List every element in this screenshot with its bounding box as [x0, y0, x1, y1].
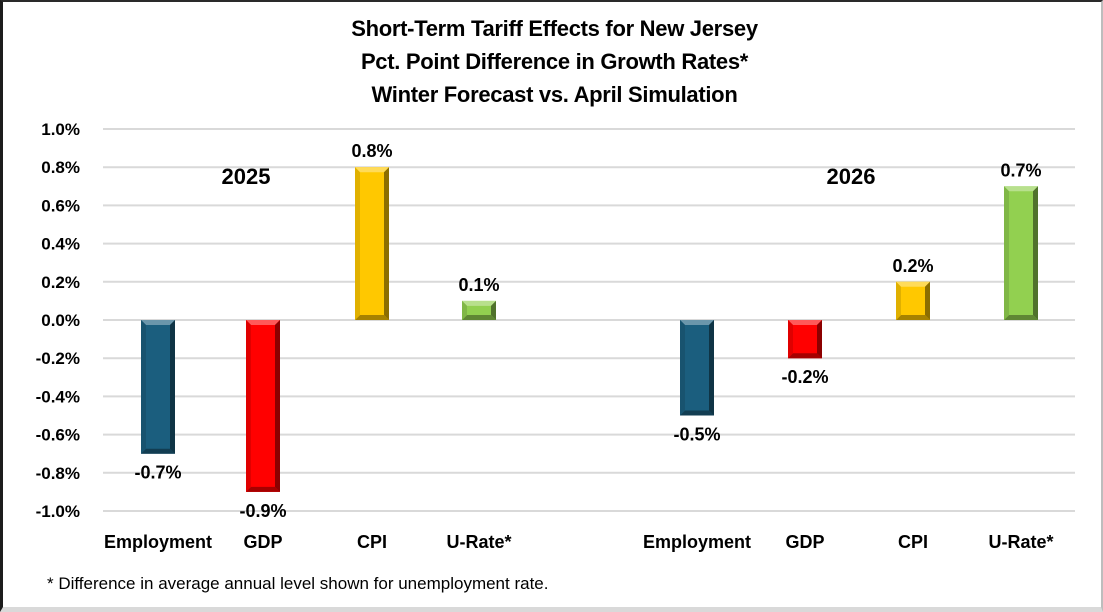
bar-2026-gdp	[788, 320, 822, 359]
y-tick-label: -0.4%	[36, 387, 80, 406]
bar-fill	[141, 320, 175, 454]
bar-bevel-right	[709, 320, 714, 416]
data-label: -0.2%	[781, 367, 828, 387]
bar-bevel-right	[925, 281, 930, 320]
bar-bevel-top	[246, 320, 280, 325]
bar-bevel-right	[1033, 186, 1038, 320]
bar-bevel-bottom	[141, 448, 175, 454]
bar-bevel-bottom	[896, 315, 930, 320]
bar-bevel-left	[896, 281, 901, 320]
bar-fill	[680, 320, 714, 416]
bar-bevel-right	[170, 320, 175, 454]
data-label: 0.2%	[892, 256, 933, 276]
y-tick-label: -1.0%	[36, 502, 80, 521]
bar-2025-employment	[141, 320, 175, 454]
bar-2025-urate	[462, 300, 496, 320]
bar-bevel-bottom	[246, 486, 280, 492]
bar-bevel-left	[246, 320, 251, 492]
bar-bevel-left	[141, 320, 146, 454]
bar-bevel-bottom	[1004, 315, 1038, 320]
x-category-label: CPI	[357, 532, 387, 552]
bar-fill	[1004, 186, 1038, 320]
bar-bevel-top	[462, 300, 496, 306]
y-tick-label: -0.2%	[36, 349, 80, 368]
bar-bevel-top	[680, 320, 714, 325]
x-category-label: GDP	[243, 532, 282, 552]
y-tick-label: 0.4%	[41, 235, 80, 254]
bar-2025-cpi	[355, 167, 389, 320]
bar-bevel-right	[491, 300, 496, 320]
bar-bevel-top	[896, 281, 930, 287]
chart-title: Short-Term Tariff Effects for New Jersey	[351, 16, 758, 41]
bar-bevel-right	[817, 320, 822, 359]
group-label-2025: 2025	[222, 164, 271, 189]
bar-2026-urate	[1004, 186, 1038, 320]
y-tick-label: 0.6%	[41, 196, 80, 215]
bar-bevel-bottom	[788, 353, 822, 359]
bar-bevel-bottom	[355, 315, 389, 320]
bar-bevel-right	[275, 320, 280, 492]
bar-bevel-left	[1004, 186, 1009, 320]
x-category-label: CPI	[898, 532, 928, 552]
bar-bevel-left	[788, 320, 793, 359]
bar-fill	[355, 167, 389, 320]
x-category-label: Employment	[643, 532, 751, 552]
y-tick-label: 1.0%	[41, 120, 80, 139]
bar-bevel-top	[1004, 186, 1038, 192]
bar-chart: 1.0% 0.8% 0.6% 0.4% 0.2% 0.0% -0.2% -0.4% -0.6% -…	[36, 120, 1075, 552]
x-category-label: Employment	[104, 532, 212, 552]
bar-bevel-right	[384, 167, 389, 320]
data-label: 0.1%	[458, 275, 499, 295]
bar-bevel-top	[788, 320, 822, 325]
bar-bevel-left	[355, 167, 360, 320]
bar-bevel-top	[141, 320, 175, 325]
y-tick-label: -0.8%	[36, 464, 80, 483]
x-category-label: U-Rate*	[446, 532, 511, 552]
bar-bevel-left	[462, 300, 467, 320]
bar-2025-gdp	[246, 320, 280, 492]
bar-bevel-bottom	[462, 315, 496, 320]
bar-2026-cpi	[896, 281, 930, 320]
bar-fill	[246, 320, 280, 492]
group-label-2026: 2026	[827, 164, 876, 189]
chart-subtitle-1: Pct. Point Difference in Growth Rates*	[360, 49, 749, 74]
y-tick-label: 0.2%	[41, 273, 80, 292]
data-label: -0.7%	[134, 463, 181, 483]
data-label: -0.9%	[239, 501, 286, 521]
bar-bevel-left	[680, 320, 685, 416]
chart-subtitle-2: Winter Forecast vs. April Simulation	[371, 82, 738, 107]
bar-2026-employment	[680, 320, 714, 416]
y-tick-label: 0.0%	[41, 311, 80, 330]
bar-bevel-bottom	[680, 410, 714, 416]
y-tick-label: 0.8%	[41, 158, 80, 177]
bar-fill	[788, 320, 822, 359]
data-label: 0.8%	[351, 141, 392, 161]
bar-bevel-top	[355, 167, 389, 173]
x-category-label: GDP	[785, 532, 824, 552]
y-tick-label: -0.6%	[36, 426, 80, 445]
footnote: * Difference in average annual level sho…	[47, 574, 549, 593]
data-label: 0.7%	[1000, 160, 1041, 180]
bar-fill	[896, 281, 930, 320]
data-label: -0.5%	[673, 425, 720, 445]
x-category-label: U-Rate*	[988, 532, 1053, 552]
